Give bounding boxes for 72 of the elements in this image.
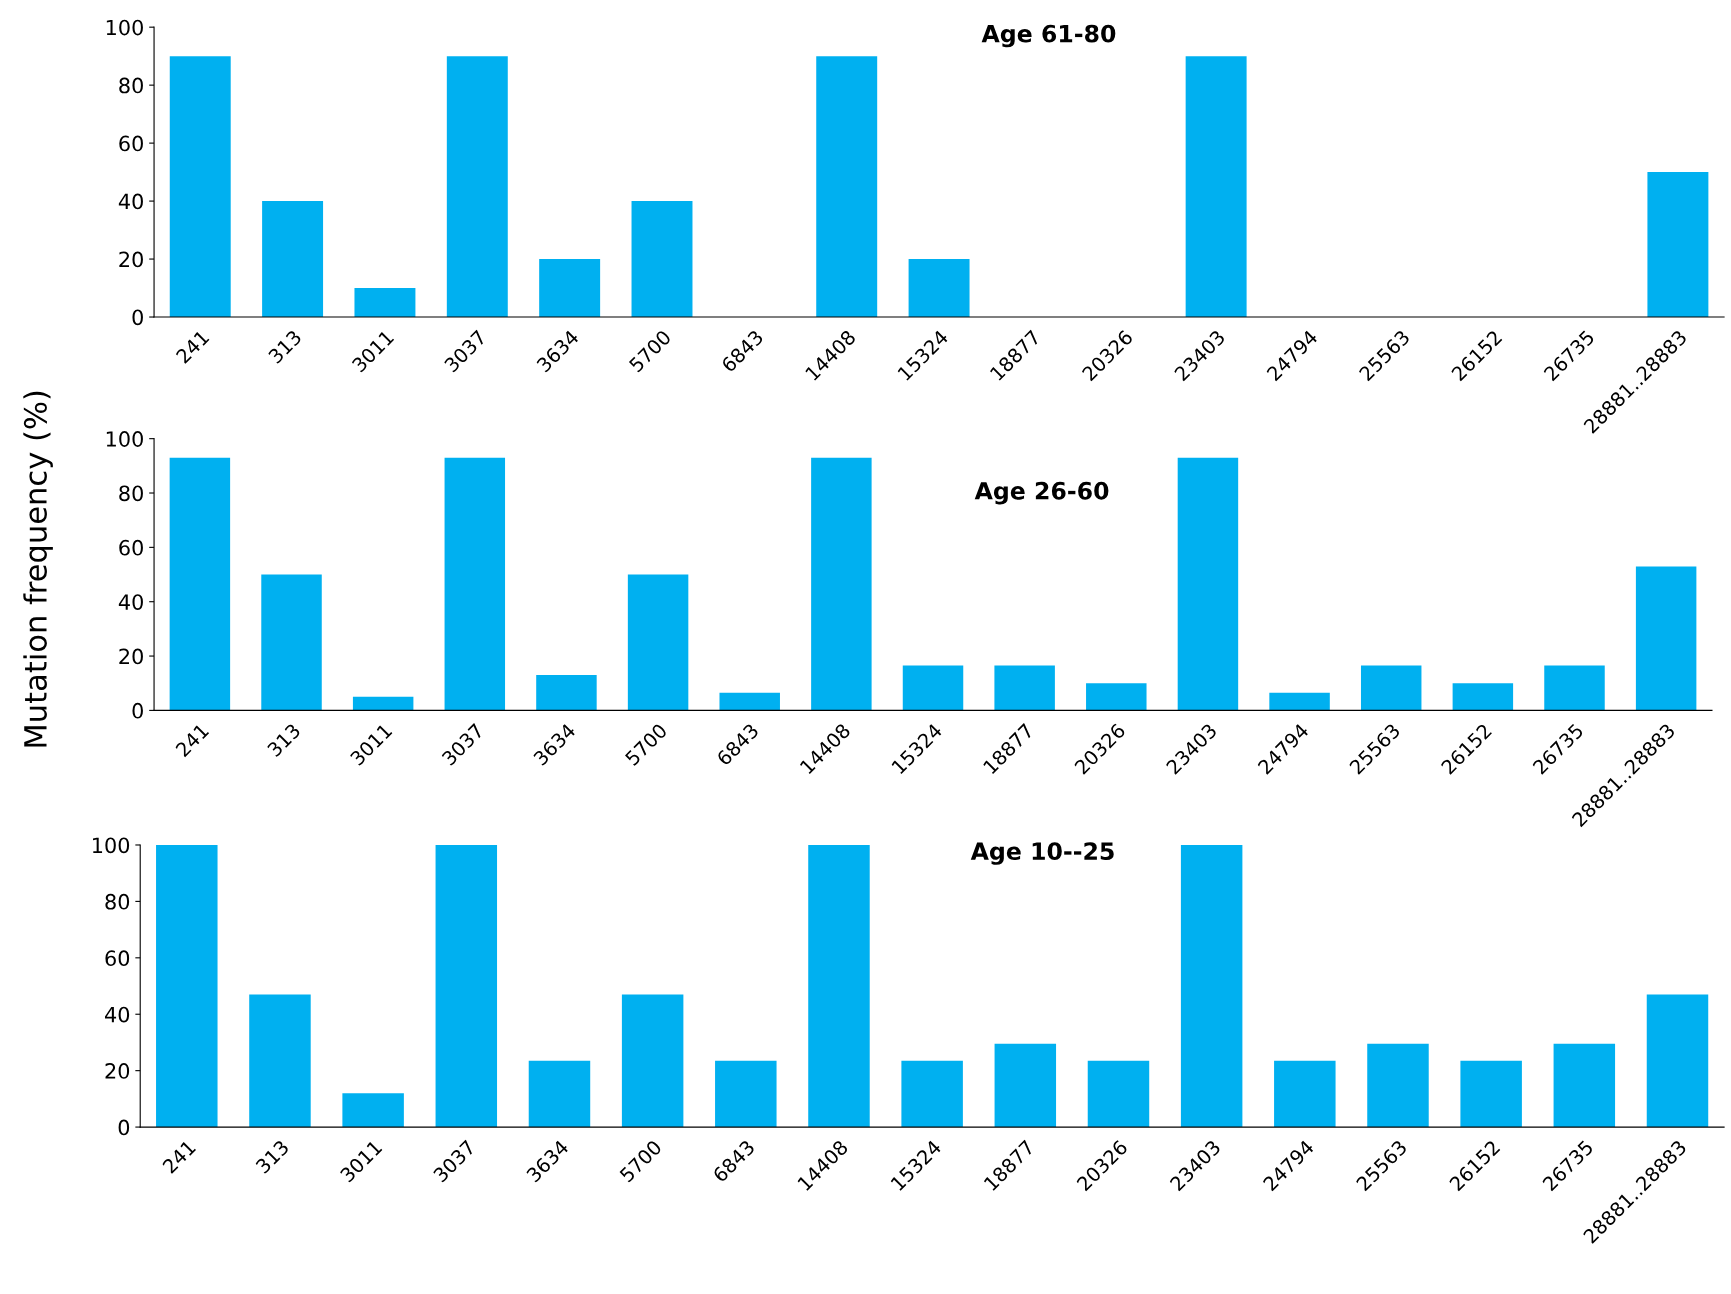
bar [627,574,689,711]
x-tick-label: 313 [267,329,303,364]
bar [994,1043,1057,1128]
bar [1180,844,1243,1128]
y-tick-label: 80 [119,77,143,94]
bar [1452,683,1514,711]
bar [994,665,1055,711]
bar [901,1060,963,1128]
bar [435,844,498,1128]
y-tick-label: 60 [119,539,143,556]
bar [902,665,964,711]
y-tick-label: 0 [132,702,143,719]
bar [169,457,231,711]
bar [1086,683,1147,711]
bar [1635,566,1697,711]
y-tick-label: 0 [118,1119,130,1136]
y-tick-label: 80 [105,893,130,910]
x-tick-label: 241 [175,329,210,364]
chart-title: Age 61-80 [981,24,1116,48]
bar [1269,692,1330,711]
y-tick-label: 80 [119,485,143,502]
bar [621,994,684,1128]
bar [1360,665,1422,711]
y-tick-label: 20 [119,251,143,268]
bar [719,692,780,711]
bar [156,844,218,1128]
bar [536,675,597,711]
bar [1460,1060,1522,1128]
y-tick-label: 100 [106,19,143,36]
bar [261,574,322,711]
bar [908,259,970,318]
bar [1646,994,1709,1128]
y-tick-label: 20 [119,648,143,665]
y-tick-label: 60 [119,135,143,152]
bar [169,56,231,318]
y-tick-label: 100 [106,431,143,447]
bar [1553,1043,1616,1128]
bar [811,457,872,711]
bar [1367,1043,1429,1128]
bar [816,56,878,318]
bar [715,1060,777,1128]
x-tick-label: 241 [174,723,210,758]
bar [1177,457,1239,711]
bar [446,56,508,318]
chart-title: Age 10--25 [970,842,1114,865]
y-tick-label: 40 [118,193,143,210]
bar [342,1093,404,1128]
bar [1544,665,1605,711]
text: Age 26-60 [974,481,1109,505]
bar [352,696,414,711]
bar [262,201,324,318]
bar [1647,172,1709,318]
bar [528,1060,591,1128]
bar [1185,56,1247,318]
x-tick-label: 313 [266,722,302,758]
bar [354,288,416,318]
bar [1087,1060,1150,1128]
bar [808,844,870,1128]
bar [631,201,693,318]
y-tick-label: 60 [105,950,130,967]
x-tick-label: 313 [255,1139,290,1175]
y-axis-title: Mutation frequency (%) [23,391,53,747]
y-tick-label: 0 [132,309,143,326]
bar [249,994,311,1128]
bar [1274,1060,1336,1128]
x-tick-label: 241 [161,1139,196,1174]
bar [444,457,506,711]
y-tick-label: 100 [93,837,130,854]
y-tick-label: 20 [105,1063,130,1079]
bar [539,259,601,318]
y-tick-label: 40 [105,1006,130,1023]
y-tick-label: 40 [118,594,143,610]
